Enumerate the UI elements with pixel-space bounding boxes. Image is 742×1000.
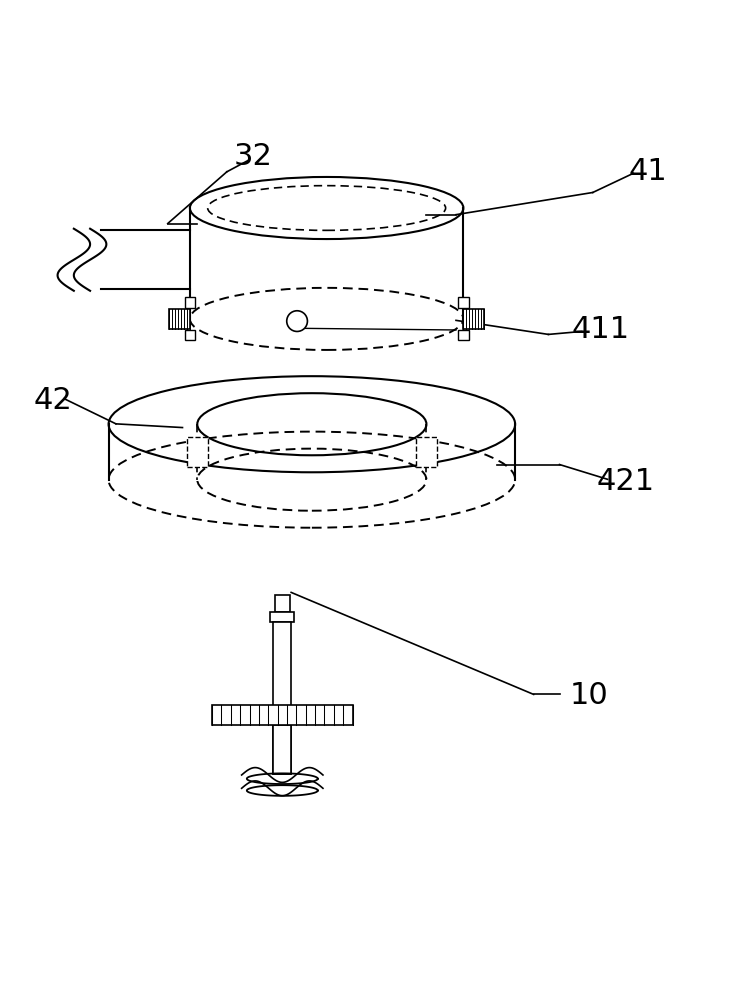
Bar bbox=[459, 297, 469, 308]
Bar bbox=[169, 309, 190, 329]
Text: 411: 411 bbox=[571, 315, 629, 344]
Bar bbox=[185, 297, 195, 308]
Bar bbox=[187, 437, 208, 467]
Bar bbox=[212, 705, 352, 725]
Bar bbox=[185, 330, 195, 340]
Text: 421: 421 bbox=[597, 467, 655, 496]
Bar bbox=[416, 437, 437, 467]
Circle shape bbox=[286, 311, 307, 331]
Bar bbox=[464, 309, 484, 329]
Text: 10: 10 bbox=[570, 681, 608, 710]
Bar bbox=[275, 595, 289, 612]
Bar bbox=[271, 612, 294, 622]
Text: 41: 41 bbox=[628, 157, 668, 186]
Bar bbox=[273, 725, 291, 774]
Bar bbox=[459, 330, 469, 340]
Text: 32: 32 bbox=[233, 142, 272, 171]
Bar bbox=[273, 622, 291, 774]
Text: 42: 42 bbox=[33, 386, 73, 415]
